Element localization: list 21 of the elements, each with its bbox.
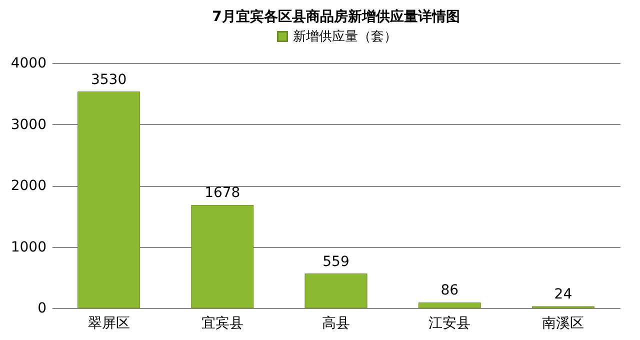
data-label: 559 <box>322 254 350 270</box>
data-label: 1678 <box>204 185 240 202</box>
bar <box>78 92 140 308</box>
chart-title: 7月宜宾各区县商品房新增供应量详情图 <box>212 8 460 25</box>
x-tick-label: 江安县 <box>428 316 471 332</box>
y-tick-label: 2000 <box>10 178 46 194</box>
data-label: 24 <box>554 286 572 303</box>
bar <box>418 302 481 308</box>
x-tick-label: 翠屏区 <box>88 316 130 332</box>
y-tick-label: 0 <box>38 300 46 316</box>
bar <box>191 204 254 308</box>
x-tick-label: 高县 <box>322 316 350 332</box>
data-label: 86 <box>440 282 459 299</box>
y-tick-label: 3000 <box>10 116 46 133</box>
y-tick-label: 1000 <box>10 239 46 256</box>
y-tick-label: 4000 <box>10 56 46 72</box>
legend-label: 新增供应量（套） <box>293 28 397 44</box>
x-tick-label: 南溪区 <box>542 316 584 332</box>
x-tick-label: 宜宾县 <box>201 316 244 332</box>
bar <box>304 274 368 308</box>
data-label: 3530 <box>90 72 127 88</box>
